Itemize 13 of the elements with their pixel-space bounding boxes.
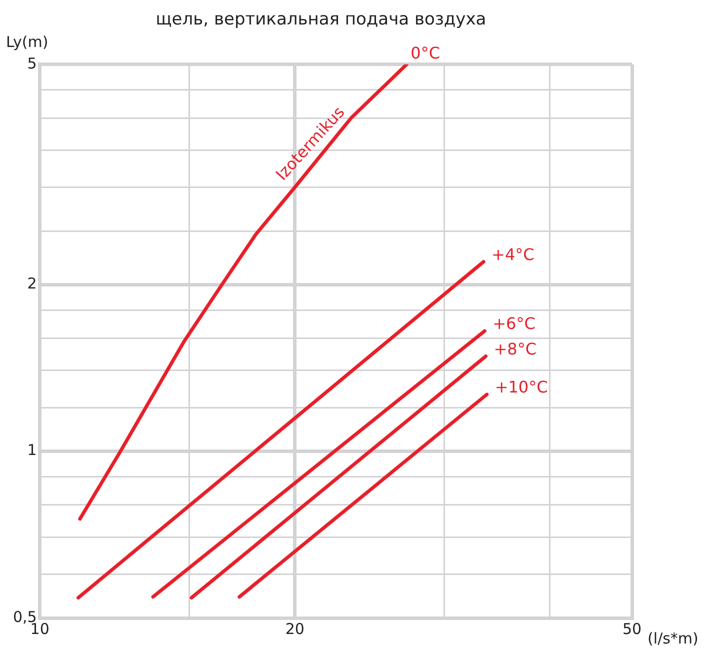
chart-title: щель, вертикальная подача воздуха <box>156 10 486 30</box>
series-label: +8°C <box>494 339 537 358</box>
series-label: +4°C <box>492 244 534 264</box>
y-tick-label: 1 <box>27 441 37 460</box>
y-tick-label: 5 <box>27 54 37 72</box>
x-axis-title: (l/s*m) <box>648 629 698 648</box>
x-tick-label: 50 <box>622 620 642 638</box>
series-label: +10°C <box>494 378 548 397</box>
y-tick-label: 2 <box>27 274 37 293</box>
y-axis-title: Ly(m) <box>6 32 48 51</box>
series-label: 0°C <box>410 44 440 63</box>
series-label: +6°C <box>492 314 536 334</box>
x-tick-label: 20 <box>285 620 304 638</box>
